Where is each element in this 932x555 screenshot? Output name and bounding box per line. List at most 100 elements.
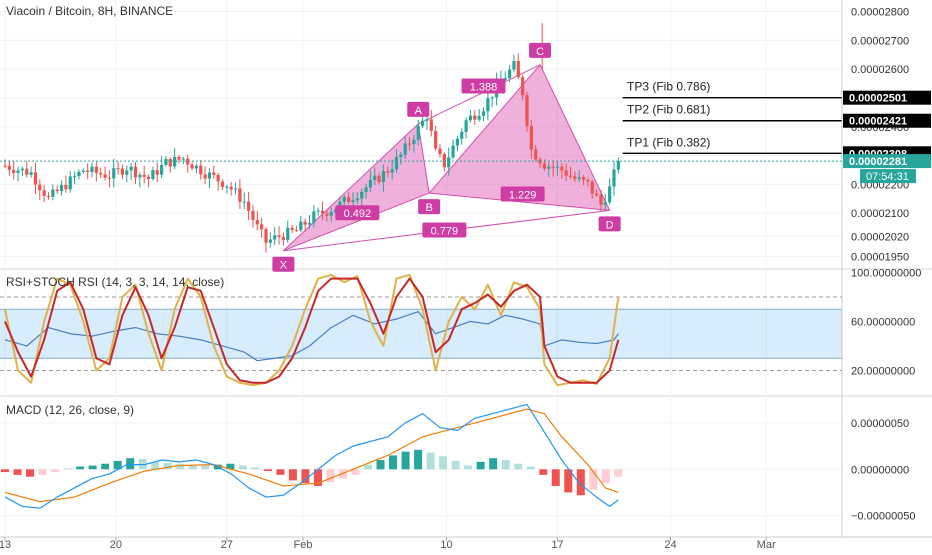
macd-histogram-bar [188, 464, 197, 470]
pattern-point-tag [272, 256, 295, 272]
pattern-ratio-label: 0.779 [431, 226, 459, 238]
x-tick-label: 13 [0, 539, 11, 550]
candle-body [447, 157, 451, 168]
candle-body [64, 184, 68, 190]
candle-body [590, 181, 594, 194]
pattern-ratio-tag [422, 222, 467, 238]
candle-body [390, 169, 394, 173]
macd-histogram-bar [376, 460, 385, 470]
candle-body [529, 126, 533, 150]
pattern-xab-triangle [283, 122, 430, 252]
target-price-tag [843, 113, 931, 128]
macd-histogram-bar [263, 469, 272, 472]
candle-body [386, 171, 390, 173]
candle-body [599, 195, 603, 205]
candle-body [203, 174, 207, 179]
candle-body [20, 168, 24, 171]
candle-body [233, 188, 238, 190]
macd-histogram-bar [539, 469, 548, 475]
candle-body [577, 177, 581, 179]
candle-body [12, 169, 16, 173]
candle-body [416, 125, 420, 140]
chart-title: Viacoin / Bitcoin, 8H, BINANCE [6, 4, 174, 18]
candle-body [347, 197, 351, 203]
macd-histogram-bar [201, 465, 210, 470]
candle-body [329, 212, 333, 216]
candle-body [394, 157, 399, 170]
candle-body [516, 61, 520, 78]
candle-body [238, 188, 242, 202]
macd-histogram-bar [526, 466, 535, 470]
candle-body [464, 120, 468, 132]
price-pane[interactable]: X A B C D 0.492 1.388 1.229 0.779 TP3 (Fib 0.786)… [0, 23, 842, 272]
x-tick-label: Mar [757, 539, 776, 550]
macd-histogram-bar [476, 461, 485, 470]
candle-body [303, 221, 307, 225]
macd-histogram-bar [238, 465, 247, 470]
rsi-title: RSI+STOCH RSI (14, 3, 3, 14, 14, close) [6, 275, 225, 289]
candle-body [381, 171, 386, 182]
candle-body [194, 165, 198, 169]
pattern-point-label: B [425, 202, 432, 214]
rsi-band [0, 309, 842, 359]
candle-body [94, 166, 98, 173]
candle-body [360, 191, 364, 199]
price-tick-label: 0.00001950 [851, 251, 909, 263]
candle-body [460, 131, 464, 139]
candle-body [225, 186, 229, 188]
candle-body [320, 210, 325, 214]
candle-body [133, 166, 138, 178]
candle-body [508, 69, 512, 79]
candle-body [16, 170, 20, 173]
x-tick-label: 17 [551, 539, 563, 550]
candle-body [616, 161, 620, 170]
candle-body [534, 149, 538, 160]
candle-body [286, 227, 290, 241]
macd-pane[interactable] [1, 403, 623, 509]
macd-histogram-bar [614, 469, 623, 477]
candle-body [42, 190, 46, 196]
candle-body [325, 213, 329, 216]
candle-body [564, 170, 568, 176]
candle-body [177, 156, 181, 160]
candle-body [299, 221, 303, 231]
macd-histogram-bar [226, 463, 235, 470]
macd-histogram-bar [576, 469, 585, 496]
macd-histogram-bar [401, 451, 410, 470]
candle-body [273, 235, 277, 240]
candle-body [407, 143, 412, 145]
rsi-tick-label: 20.00000000 [851, 365, 915, 377]
macd-signal-line [4, 408, 619, 503]
last-price-text: 0.00002281 [849, 156, 907, 168]
candle-body [481, 111, 486, 116]
candle-body [503, 78, 507, 80]
candle-body [421, 120, 425, 126]
candle-body [73, 176, 77, 178]
candle-body [477, 115, 481, 120]
candle-body [229, 186, 233, 190]
candle-body [29, 172, 33, 175]
rsi-pane[interactable] [0, 273, 842, 387]
macd-histogram-bar [176, 463, 185, 470]
macd-histogram-bar [589, 469, 598, 490]
macd-histogram-bar [551, 469, 560, 486]
candle-body [307, 222, 312, 225]
candle-body [277, 235, 281, 237]
pattern-point-label: D [606, 219, 614, 231]
candle-body [342, 197, 346, 202]
x-tick-label: 10 [440, 539, 452, 550]
pattern-bcd-triangle [428, 63, 611, 211]
candle-body [316, 210, 320, 212]
pattern-point-label: A [415, 105, 423, 117]
macd-histogram-bar [389, 455, 398, 470]
target-label: TP3 (Fib 0.786) [627, 80, 710, 94]
candle-body [99, 172, 103, 175]
pattern-point-tag [598, 216, 621, 232]
macd-histogram-bar [414, 449, 423, 470]
candle-body [212, 172, 216, 176]
macd-histogram-bar [26, 469, 35, 477]
candle-body [355, 198, 359, 201]
macd-histogram-bar [251, 467, 260, 470]
macd-tick-label: 0.00000050 [851, 418, 909, 430]
x-tick-label: 27 [221, 539, 233, 550]
